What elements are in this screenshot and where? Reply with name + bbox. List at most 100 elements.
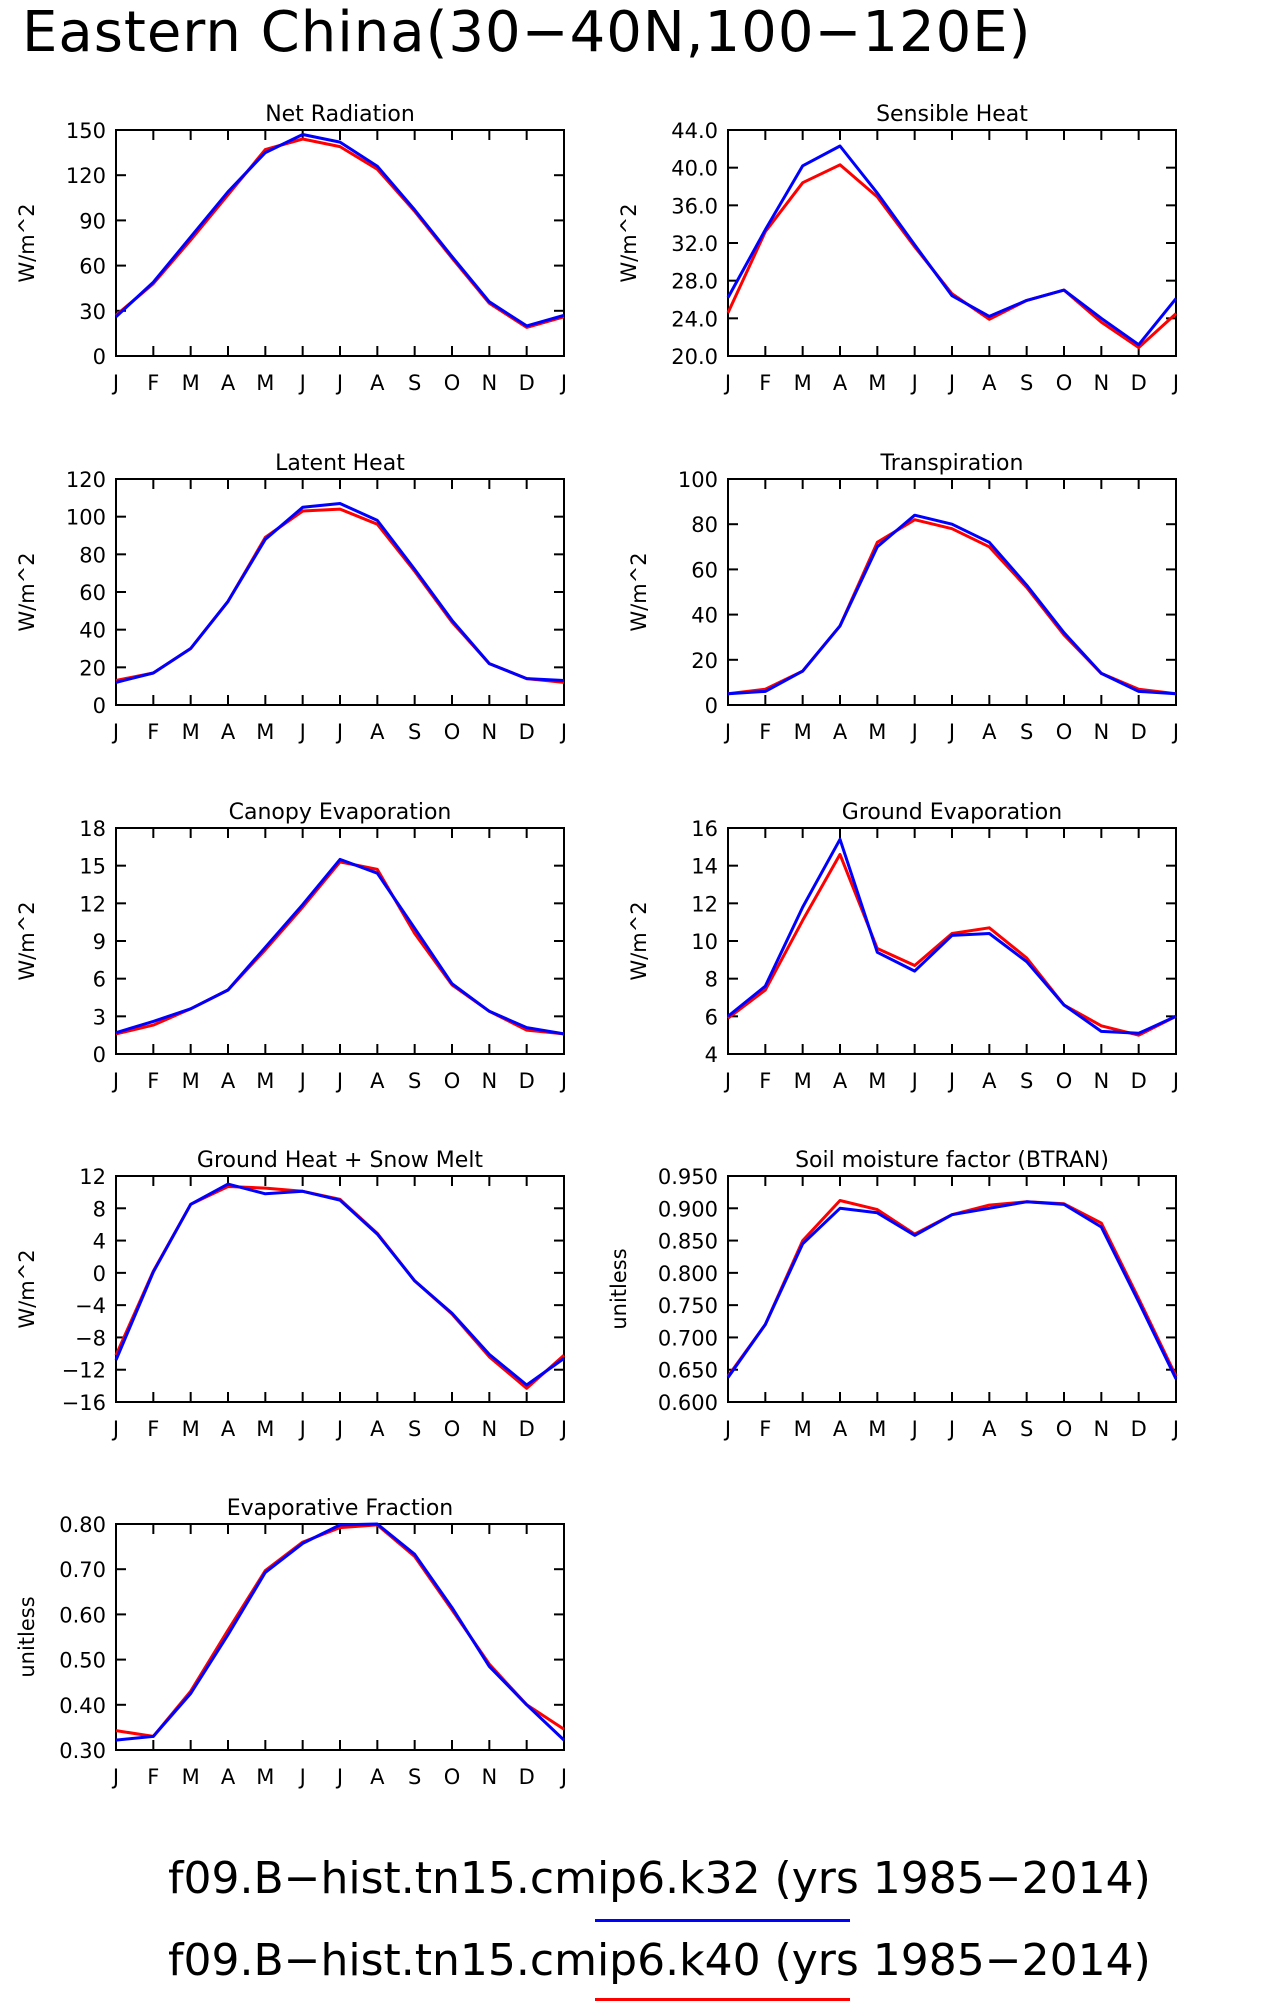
series-line-k40 xyxy=(726,163,1178,349)
x-tick-label: S xyxy=(1020,1417,1033,1441)
y-tick-label: 24.0 xyxy=(671,307,718,331)
y-tick-label: 3 xyxy=(93,1005,106,1029)
panel-title: Evaporative Fraction xyxy=(227,1496,453,1521)
y-tick-label: −16 xyxy=(62,1391,106,1415)
y-tick-label: 60 xyxy=(79,255,106,279)
x-tick-label: S xyxy=(408,1765,421,1789)
y-tick-label: 9 xyxy=(93,930,106,954)
panel-title: Transpiration xyxy=(880,451,1024,476)
y-tick-label: 0.50 xyxy=(59,1649,106,1673)
panel-title: Latent Heat xyxy=(275,451,405,476)
x-tick-label: S xyxy=(408,1069,421,1093)
x-tick-label: N xyxy=(1093,720,1109,744)
legend-swatch-k40 xyxy=(595,1998,850,2001)
x-tick-label: A xyxy=(982,1069,997,1093)
y-tick-label: 120 xyxy=(66,468,106,492)
y-axis-label: W/m^2 xyxy=(627,552,651,631)
panel-title: Soil moisture factor (BTRAN) xyxy=(795,1148,1109,1173)
x-tick-label: S xyxy=(1020,371,1033,395)
x-tick-label: M xyxy=(256,1765,274,1789)
series-line-k40 xyxy=(115,507,565,684)
x-tick-label: D xyxy=(519,1417,535,1441)
x-tick-label: D xyxy=(1131,720,1147,744)
x-tick-label: M xyxy=(182,1417,200,1441)
y-tick-label: 0.700 xyxy=(658,1326,718,1350)
main-title: Eastern China(30−40N,100−120E) xyxy=(22,0,1032,65)
x-tick-label: D xyxy=(519,720,535,744)
legend-entry-k40: f09.B−hist.tn15.cmip6.k40 (yrs 1985−2014… xyxy=(168,1935,1151,1986)
series-line-k32 xyxy=(114,133,565,328)
x-tick-label: A xyxy=(370,1069,385,1093)
y-tick-label: 0.30 xyxy=(59,1739,106,1763)
panel-title: Ground Heat + Snow Melt xyxy=(197,1148,484,1173)
y-tick-label: −8 xyxy=(75,1326,106,1350)
y-tick-label: 90 xyxy=(79,209,106,233)
x-tick-label: F xyxy=(759,1069,771,1093)
y-tick-label: 0.800 xyxy=(658,1262,718,1286)
y-tick-label: 0.900 xyxy=(658,1197,718,1221)
x-tick-label: J xyxy=(1171,371,1179,395)
x-tick-label: J xyxy=(298,720,306,744)
y-tick-label: 36.0 xyxy=(671,194,718,218)
x-tick-label: J xyxy=(947,720,955,744)
x-tick-label: J xyxy=(1171,1069,1179,1093)
x-tick-label: J xyxy=(723,371,731,395)
x-tick-label: F xyxy=(147,1069,159,1093)
plot-frame xyxy=(727,827,1177,1055)
x-tick-label: M xyxy=(794,1417,812,1441)
y-tick-label: 10 xyxy=(691,930,718,954)
x-tick-label: N xyxy=(1093,1069,1109,1093)
x-tick-label: J xyxy=(1171,720,1179,744)
x-tick-label: M xyxy=(256,371,274,395)
y-axis-label: W/m^2 xyxy=(15,552,39,631)
x-tick-label: F xyxy=(147,720,159,744)
y-tick-label: 0.40 xyxy=(59,1694,106,1718)
y-tick-label: 4 xyxy=(93,1230,106,1254)
panel-title: Canopy Evaporation xyxy=(229,800,452,825)
series-line-k40 xyxy=(727,518,1177,696)
x-tick-label: A xyxy=(221,1069,236,1093)
x-tick-label: M xyxy=(256,1069,274,1093)
panel-title: Sensible Heat xyxy=(876,102,1028,127)
y-tick-label: 0 xyxy=(705,694,718,718)
x-tick-label: M xyxy=(868,720,886,744)
x-tick-label: O xyxy=(1056,1069,1073,1093)
x-tick-label: A xyxy=(370,720,385,744)
x-tick-label: J xyxy=(947,1069,955,1093)
plot-frame xyxy=(727,478,1177,706)
y-tick-label: 28.0 xyxy=(671,270,718,294)
x-tick-label: N xyxy=(1093,1417,1109,1441)
y-tick-label: 12 xyxy=(79,1165,106,1189)
legend-swatch-k32 xyxy=(595,1919,850,1922)
x-tick-label: A xyxy=(370,371,385,395)
x-tick-label: M xyxy=(794,371,812,395)
y-tick-label: 30 xyxy=(79,300,106,324)
x-tick-label: D xyxy=(519,371,535,395)
x-tick-label: J xyxy=(111,371,119,395)
y-tick-label: 100 xyxy=(66,506,106,530)
y-axis-label: W/m^2 xyxy=(627,901,651,980)
x-tick-label: J xyxy=(947,371,955,395)
x-tick-label: D xyxy=(1131,1069,1147,1093)
legend-entry-k32: f09.B−hist.tn15.cmip6.k32 (yrs 1985−2014… xyxy=(168,1853,1151,1904)
series-line-k40 xyxy=(115,860,565,1036)
x-tick-label: A xyxy=(370,1417,385,1441)
y-tick-label: 80 xyxy=(79,543,106,567)
x-tick-label: M xyxy=(794,1069,812,1093)
y-tick-label: 40.0 xyxy=(671,157,718,181)
y-axis-label: unitless xyxy=(15,1596,39,1677)
x-tick-label: S xyxy=(1020,1069,1033,1093)
x-tick-label: A xyxy=(982,371,997,395)
panel-title: Net Radiation xyxy=(265,102,415,127)
x-tick-label: F xyxy=(147,1417,159,1441)
series-line-k32 xyxy=(727,513,1177,696)
y-tick-label: 120 xyxy=(66,164,106,188)
x-tick-label: J xyxy=(335,1765,343,1789)
x-tick-label: J xyxy=(723,720,731,744)
series-line-k32 xyxy=(726,1200,1178,1380)
x-tick-label: M xyxy=(868,1069,886,1093)
y-tick-label: 0 xyxy=(93,694,106,718)
